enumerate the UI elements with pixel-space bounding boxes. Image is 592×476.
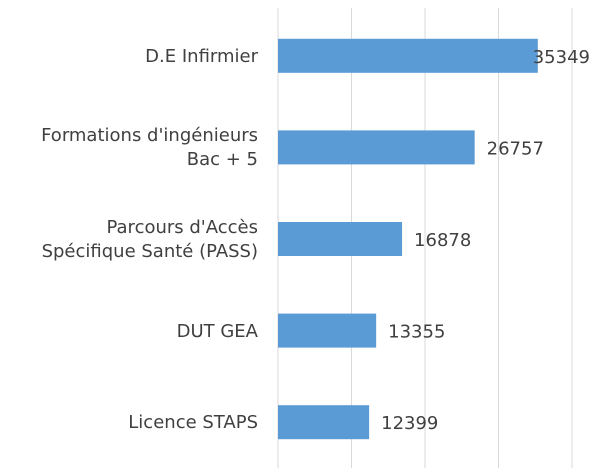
bar (278, 130, 475, 165)
value-label: 16878 (414, 230, 471, 251)
category-label: Formations d'ingénieurs Bac + 5 (41, 125, 258, 171)
bar (278, 222, 403, 256)
bar (278, 38, 538, 73)
category-label: D.E Infirmier (145, 45, 258, 67)
category-label: Licence STAPS (128, 412, 258, 434)
value-label: 35349 (533, 47, 590, 68)
value-label: 26757 (487, 138, 544, 159)
category-label: Parcours d'Accès Spécifique Santé (PASS) (41, 217, 258, 262)
value-label: 12399 (381, 413, 438, 434)
bar (278, 405, 370, 440)
category-label: DUT GEA (176, 320, 258, 342)
value-label: 13355 (388, 322, 445, 343)
bar (278, 313, 377, 348)
